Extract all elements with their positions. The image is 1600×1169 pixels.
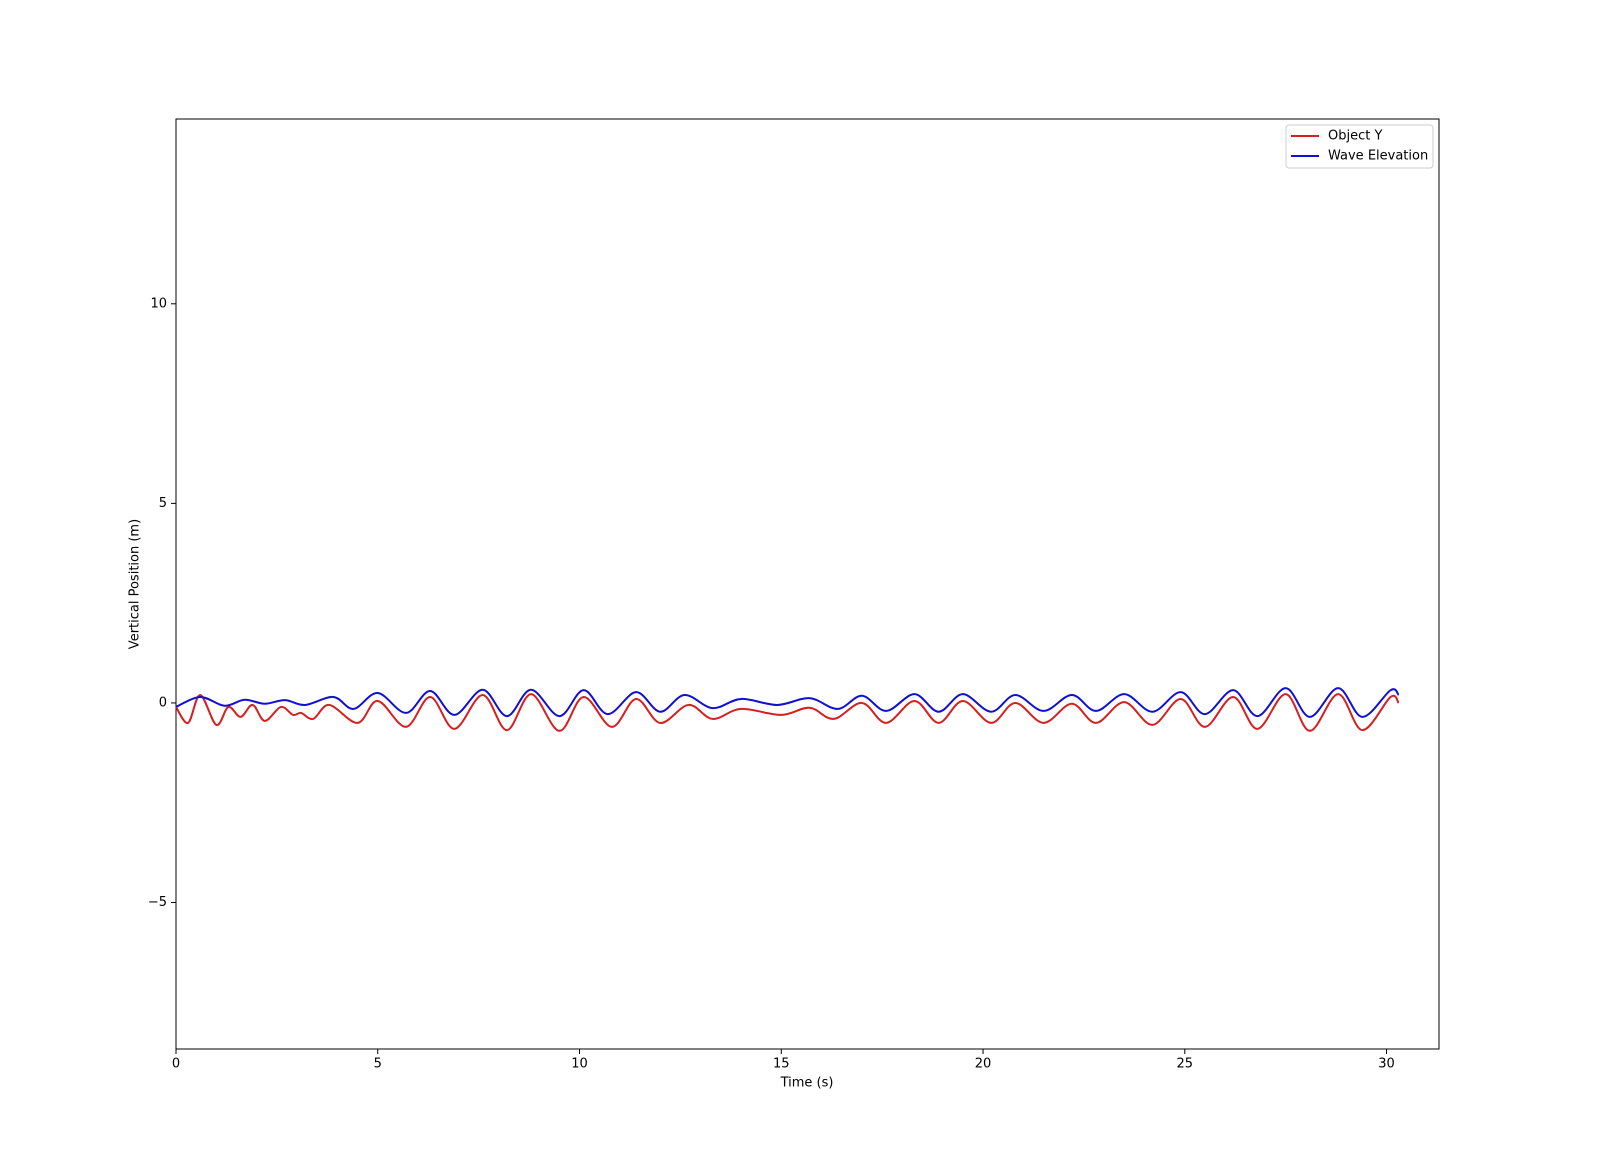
plot-frame bbox=[175, 118, 1440, 1050]
x-tick-label: 5 bbox=[374, 1057, 382, 1072]
legend-box bbox=[1285, 124, 1434, 169]
legend-label: Wave Elevation bbox=[1328, 149, 1428, 164]
x-tick-label: 25 bbox=[1177, 1057, 1194, 1072]
series-line bbox=[175, 687, 1400, 718]
x-tick-label: 15 bbox=[773, 1057, 790, 1072]
y-axis-label: Vertical Position (m) bbox=[128, 519, 143, 649]
x-axis-label: Time (s) bbox=[780, 1076, 834, 1091]
y-tick-label: −5 bbox=[148, 895, 167, 910]
y-tick-label: 10 bbox=[150, 296, 167, 311]
legend-label: Object Y bbox=[1328, 129, 1382, 144]
x-tick-label: 10 bbox=[571, 1057, 588, 1072]
y-tick-label: 5 bbox=[159, 496, 167, 511]
x-tick-label: 0 bbox=[172, 1057, 180, 1072]
series-line bbox=[175, 693, 1400, 732]
x-tick-label: 20 bbox=[975, 1057, 992, 1072]
x-tick-label: 30 bbox=[1378, 1057, 1395, 1072]
y-tick-label: 0 bbox=[159, 695, 167, 710]
